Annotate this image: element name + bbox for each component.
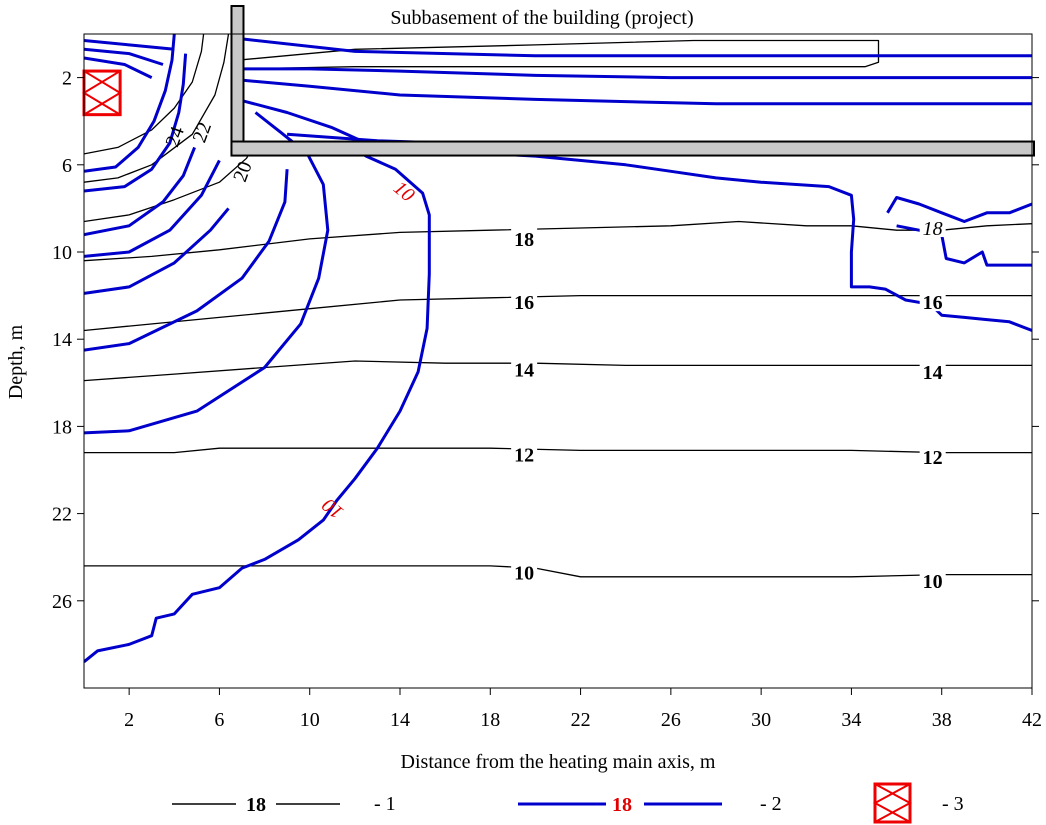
blue-isoline-10: [237, 78, 1032, 106]
building-annotation: Subbasement of the building (project): [390, 7, 693, 29]
blue-isoline-18: [84, 56, 153, 79]
blue-isoline-11: [237, 97, 367, 145]
legend-text-2: - 2: [760, 793, 782, 815]
blue-isoline-5: [84, 146, 196, 237]
blue-isoline-4: [84, 159, 221, 258]
contour-label-3: 10: [389, 177, 418, 207]
x-tick-label: 10: [300, 709, 320, 731]
blue-isoline-1: [84, 111, 330, 435]
contour-label-13: 10: [514, 562, 534, 584]
black-isoline-0: [84, 565, 1032, 578]
x-tick-label: 14: [390, 709, 410, 731]
blue-isoline-15: [896, 224, 1032, 267]
contour-label-1: 22: [189, 119, 217, 145]
x-tick-label: 38: [932, 709, 952, 731]
contour-label-14: 10: [923, 571, 943, 593]
black-isoline-7: [84, 34, 205, 155]
black-isoline-6: [84, 34, 230, 183]
legend-heating-main-icon: [872, 782, 913, 824]
y-tick-label: 22: [52, 504, 72, 526]
x-axis-label: Distance from the heating main axis, m: [401, 751, 716, 773]
blue-isoline-3: [84, 207, 230, 295]
contour-label-2: 20: [229, 159, 257, 185]
contour-label-5: 18: [923, 218, 943, 240]
legend-sample-label-1: 18: [246, 794, 266, 816]
contour-label-6: 16: [514, 292, 534, 314]
black-isolines: [84, 34, 1032, 578]
y-tick-label: 2: [62, 68, 72, 90]
legend-text-3: - 3: [942, 793, 964, 815]
contour-label-bg: [919, 360, 946, 381]
contour-label-7: 16: [923, 292, 943, 314]
blue-isoline-0: [84, 148, 431, 663]
black-isoline-1: [84, 447, 1032, 454]
x-tick-label: 6: [214, 709, 224, 731]
black-isoline-8: [237, 39, 880, 70]
contour-label-bg: [919, 570, 946, 591]
blue-isoline-8: [237, 36, 1032, 58]
legend-sample-label-2: 18: [612, 794, 632, 816]
black-isoline-3: [84, 294, 1032, 332]
x-tick-label: 30: [751, 709, 771, 731]
contour-label-11: 12: [923, 447, 943, 469]
blue-isoline-7: [84, 34, 176, 173]
heating-main: [82, 69, 123, 117]
blue-isoline-16: [84, 39, 175, 51]
contour-label-0: 24: [161, 124, 189, 150]
blue-isoline-13: [411, 148, 1032, 332]
legend-item-1: 18 - 1: [172, 793, 396, 816]
blue-isoline-2: [84, 169, 289, 352]
x-tick-label: 22: [571, 709, 591, 731]
contour-label-bg: [511, 291, 538, 312]
contour-label-bg: [919, 217, 946, 238]
black-isoline-4: [84, 220, 1032, 262]
y-tick-label: 10: [52, 242, 72, 264]
contour-label-bg: [511, 561, 538, 582]
contour-label-bg: [919, 291, 946, 312]
heating-main-cross-a: [83, 70, 123, 116]
blue-isoline-17: [84, 47, 164, 66]
contour-label-bg: [511, 358, 538, 379]
x-tick-label: 34: [841, 709, 861, 731]
building-joint-cover: [232, 142, 243, 155]
y-tick-label: 14: [52, 329, 72, 351]
x-tick-label: 42: [1022, 709, 1042, 731]
building-floor-slab: [230, 140, 1035, 157]
building-wall: [230, 5, 245, 157]
legend-item-2: 18 - 2: [518, 793, 782, 816]
blue-isoline-14: [886, 196, 1032, 223]
x-tick-label: 2: [124, 709, 134, 731]
plot-frame: [83, 33, 1033, 689]
contour-label-8: 14: [514, 360, 534, 382]
black-isoline-2: [84, 360, 1032, 382]
legend: 18 - 1 18 - 2 - 3: [172, 782, 964, 824]
contour-label-bg: [919, 445, 946, 466]
blue-isolines: [84, 34, 1032, 663]
x-tick-label: 26: [661, 709, 681, 731]
blue-isoline-9: [237, 67, 1032, 80]
contour-label-bg: [511, 443, 538, 464]
legend-text-1: - 1: [374, 793, 396, 815]
x-tick-label: 18: [480, 709, 500, 731]
black-isoline-5: [84, 142, 257, 223]
y-tick-label: 26: [52, 591, 72, 613]
blue-isoline-6: [84, 53, 188, 193]
contour-label-10: 12: [514, 445, 534, 467]
contour-label-9: 14: [923, 362, 943, 384]
legend-item-3: - 3: [872, 782, 964, 824]
heating-main-box: [82, 69, 122, 117]
contour-label-4: 18: [514, 229, 534, 251]
y-tick-label: 18: [52, 416, 72, 438]
y-axis-label: Depth, m: [5, 324, 27, 399]
y-tick-label: 6: [62, 155, 72, 177]
contour-label-bg: [511, 227, 538, 248]
building-subbasement: [230, 5, 1035, 157]
